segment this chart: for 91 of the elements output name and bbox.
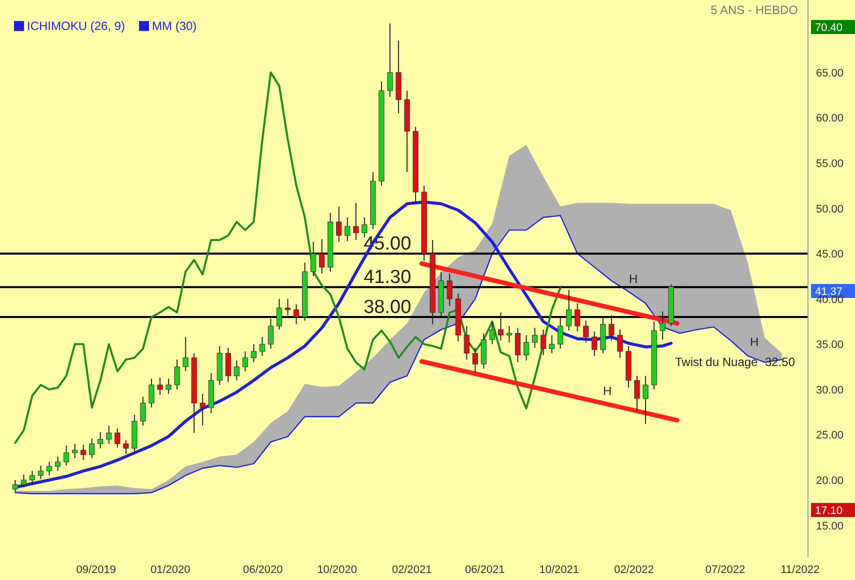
- candlestick: [268, 318, 274, 350]
- candlestick: [182, 336, 188, 372]
- x-tick-label: 01/2020: [150, 564, 190, 576]
- candlestick: [583, 320, 589, 343]
- candlestick: [89, 438, 95, 459]
- annotation: Twist du Nuage: [675, 355, 758, 369]
- candlestick: [98, 432, 104, 449]
- y-tick-label: 60.00: [816, 112, 844, 125]
- candlestick: [566, 289, 572, 332]
- candlestick: [294, 304, 300, 325]
- candlestick: [634, 375, 640, 412]
- candlestick: [140, 396, 146, 426]
- candlestick: [574, 302, 580, 332]
- candlestick: [72, 443, 78, 459]
- candlestick: [549, 334, 555, 354]
- candlestick: [250, 344, 257, 363]
- x-tick-label: 10/2021: [539, 564, 580, 576]
- candlestick: [514, 327, 521, 363]
- candlestick: [446, 273, 452, 307]
- x-tick-label: 11/2022: [780, 564, 820, 576]
- y-tick-label: 35.00: [816, 339, 844, 352]
- text: 17.10: [815, 505, 843, 517]
- x-tick-label: 10/2020: [317, 564, 357, 576]
- candlestick: [148, 378, 154, 408]
- y-tick-label: 45.00: [816, 248, 844, 261]
- x-tick-label: 06/2020: [242, 564, 283, 576]
- annotation: 32.50: [765, 355, 796, 369]
- candlestick: [106, 425, 112, 444]
- candlestick: [225, 347, 231, 383]
- candlestick: [523, 334, 530, 361]
- candlestick: [157, 377, 163, 396]
- candlestick: [259, 336, 266, 356]
- ref-line-label: 41.30: [364, 267, 412, 288]
- candlestick: [38, 465, 44, 480]
- candlestick: [498, 312, 504, 342]
- candlestick: [80, 444, 86, 461]
- candlestick: [532, 327, 538, 348]
- line-series: [14, 71, 562, 444]
- x-tick-label: 02/2021: [392, 564, 432, 576]
- candlestick: [64, 445, 70, 466]
- x-tick-label: 06/2021: [465, 564, 505, 576]
- text: 70.40: [815, 22, 843, 34]
- candlestick: [464, 326, 470, 360]
- candlestick: [200, 393, 206, 426]
- candlestick: [166, 378, 172, 394]
- candlestick: [20, 474, 27, 488]
- candlestick: [12, 480, 18, 492]
- candlestick: [114, 428, 120, 448]
- candlestick: [344, 216, 350, 242]
- candlestick: [506, 326, 512, 343]
- candlestick: [642, 375, 648, 424]
- candlestick: [46, 461, 52, 476]
- candlestick: [29, 470, 36, 484]
- y-tick-label: 55.00: [816, 158, 844, 170]
- candlestick: [276, 298, 282, 330]
- candlestick: [319, 238, 325, 274]
- annotation: H: [603, 384, 612, 398]
- candlestick: [310, 241, 316, 277]
- annotation: H: [750, 335, 759, 349]
- candlestick: [284, 298, 291, 316]
- candlestick: [608, 314, 614, 342]
- candlestick: [174, 359, 180, 390]
- candlestick: [362, 216, 368, 238]
- annotation: H: [629, 272, 638, 286]
- y-tick-label: 15.00: [816, 520, 844, 532]
- x-tick-label: 02/2022: [614, 564, 654, 576]
- candlestick: [54, 456, 61, 472]
- candlestick: [558, 316, 564, 350]
- annotation: 5 ANS - HEBDO: [710, 3, 798, 17]
- candlestick: [540, 329, 546, 356]
- y-tick-label: 20.00: [816, 475, 844, 488]
- candlestick: [242, 350, 248, 372]
- candlestick: [472, 347, 478, 374]
- candlestick: [353, 202, 359, 241]
- candlestick: [617, 329, 623, 358]
- candlestick: [489, 322, 496, 345]
- y-tick-label: 65.00: [816, 67, 844, 80]
- x-tick-label: 09/2019: [76, 564, 116, 576]
- candlestick: [123, 440, 129, 454]
- candlestick: [234, 360, 240, 381]
- y-tick-label: 30.00: [816, 384, 844, 396]
- legend-label: ICHIMOKU (26, 9): [27, 19, 126, 33]
- candlestick: [660, 311, 666, 340]
- legend-label: MM (30): [152, 19, 197, 33]
- candlestick: [336, 206, 342, 242]
- candlestick: [592, 330, 598, 356]
- x-tick-label: 07/2022: [705, 564, 746, 576]
- ref-line-label: 38.00: [364, 296, 412, 318]
- candlestick: [387, 23, 393, 98]
- y-tick-label: 25.00: [816, 430, 844, 442]
- y-tick-label: 50.00: [816, 203, 844, 216]
